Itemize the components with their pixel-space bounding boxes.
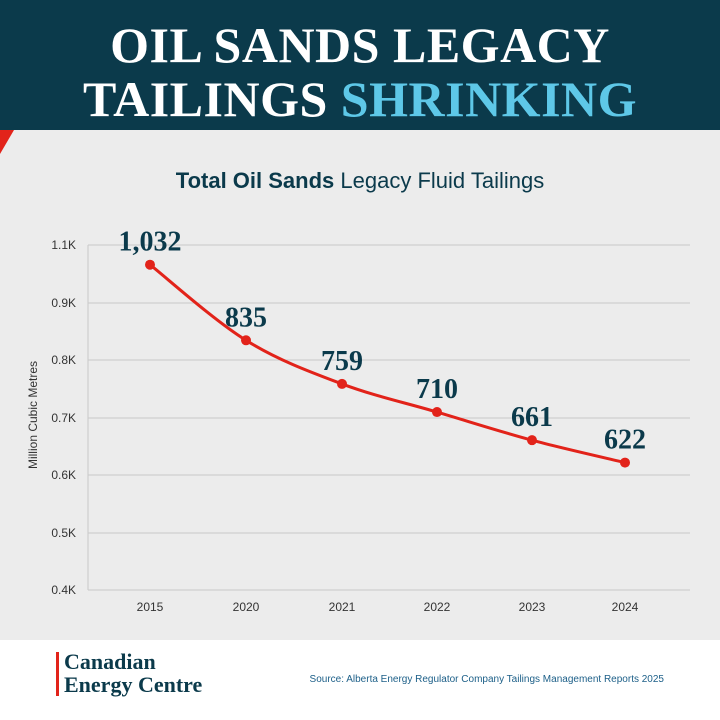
chart-title: Total Oil Sands Legacy Fluid Tailings [0,168,720,194]
page-title-line2: TAILINGS SHRINKING [0,72,720,126]
logo-accent-bar [56,652,59,696]
y-tick-label: 0.7K [51,411,76,425]
x-tick-label: 2023 [519,600,546,614]
x-tick-label: 2022 [424,600,451,614]
data-label: 622 [604,425,646,456]
footer [0,640,720,720]
chart-panel [0,130,720,640]
red-corner-accent [0,130,14,154]
logo-line1: Canadian [64,649,156,674]
data-label: 759 [321,346,363,377]
data-label: 710 [416,374,458,405]
logo-line2: Energy Centre [64,672,203,697]
page-title-part: TAILINGS [82,71,328,127]
x-tick-label: 2020 [233,600,260,614]
y-tick-label: 0.6K [51,468,76,482]
x-tick-label: 2024 [612,600,639,614]
x-tick-label: 2015 [137,600,164,614]
logo: Canadian Energy Centre [64,650,202,696]
data-point [620,457,630,468]
y-tick-label: 1.1K [51,238,76,252]
data-point [337,378,347,389]
y-tick-label: 0.8K [51,353,76,367]
y-tick-label: 0.9K [51,296,76,310]
y-tick-label: 0.4K [51,583,76,597]
series-line [149,263,626,465]
data-label: 1,032 [119,227,182,258]
chart-title-regular: Legacy Fluid Tailings [340,168,545,193]
page-title-line1: OIL SANDS LEGACY [110,17,610,73]
header-banner: OIL SANDS LEGACY TAILINGS SHRINKING [0,0,720,130]
x-tick-label: 2021 [329,600,356,614]
data-point [145,259,155,270]
y-tick-label: 0.5K [51,526,76,540]
data-point [432,407,442,418]
page-title-highlight: SHRINKING [340,71,638,127]
source-note: Source: Alberta Energy Regulator Company… [309,674,664,685]
data-point [527,435,537,446]
data-point [241,335,251,346]
data-label: 661 [511,402,553,433]
data-label: 835 [225,302,267,333]
chart-title-bold: Total Oil Sands [175,168,335,193]
